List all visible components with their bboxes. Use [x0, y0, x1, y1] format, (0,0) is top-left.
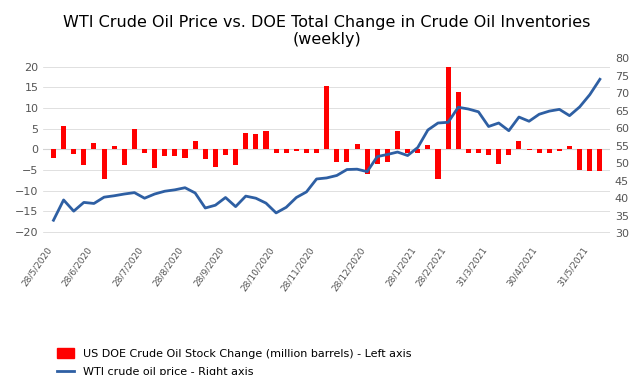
Bar: [405, 149, 410, 153]
Bar: [213, 149, 218, 167]
Bar: [324, 86, 329, 149]
Bar: [314, 149, 319, 153]
Bar: [365, 149, 370, 174]
Bar: [345, 149, 350, 162]
Bar: [395, 131, 400, 149]
Bar: [233, 149, 238, 165]
Bar: [193, 141, 198, 149]
Bar: [132, 129, 137, 149]
Bar: [506, 149, 511, 156]
Bar: [81, 149, 86, 165]
Bar: [577, 149, 582, 170]
Bar: [435, 149, 440, 179]
Bar: [263, 132, 269, 149]
Bar: [71, 149, 76, 154]
Bar: [486, 149, 491, 156]
Bar: [152, 149, 157, 168]
Bar: [334, 149, 339, 162]
Bar: [425, 145, 430, 149]
Bar: [385, 149, 390, 162]
Bar: [142, 149, 147, 153]
Bar: [446, 66, 451, 149]
Bar: [182, 149, 187, 158]
Bar: [162, 149, 167, 156]
Bar: [476, 149, 481, 153]
Bar: [61, 126, 66, 149]
Bar: [203, 149, 208, 159]
Bar: [536, 149, 542, 153]
Bar: [274, 149, 279, 153]
Bar: [466, 149, 471, 153]
Bar: [557, 149, 562, 151]
Bar: [587, 149, 592, 171]
Bar: [243, 133, 249, 149]
Bar: [284, 149, 289, 153]
Bar: [111, 146, 117, 149]
Bar: [354, 144, 359, 149]
Bar: [173, 149, 178, 156]
Bar: [294, 149, 299, 151]
Legend: US DOE Crude Oil Stock Change (million barrels) - Left axis, WTI crude oil price: US DOE Crude Oil Stock Change (million b…: [57, 348, 411, 375]
Bar: [122, 149, 127, 165]
Bar: [304, 149, 309, 153]
Bar: [91, 144, 97, 149]
Bar: [516, 141, 522, 149]
Bar: [253, 134, 258, 149]
Bar: [496, 149, 501, 164]
Bar: [51, 149, 56, 158]
Bar: [223, 149, 228, 156]
Bar: [547, 149, 552, 153]
Bar: [102, 149, 107, 179]
Bar: [598, 149, 602, 171]
Bar: [375, 149, 380, 164]
Title: WTI Crude Oil Price vs. DOE Total Change in Crude Oil Inventories
(weekly): WTI Crude Oil Price vs. DOE Total Change…: [63, 15, 591, 47]
Bar: [415, 149, 421, 153]
Bar: [527, 149, 531, 150]
Bar: [567, 146, 572, 149]
Bar: [456, 92, 460, 149]
